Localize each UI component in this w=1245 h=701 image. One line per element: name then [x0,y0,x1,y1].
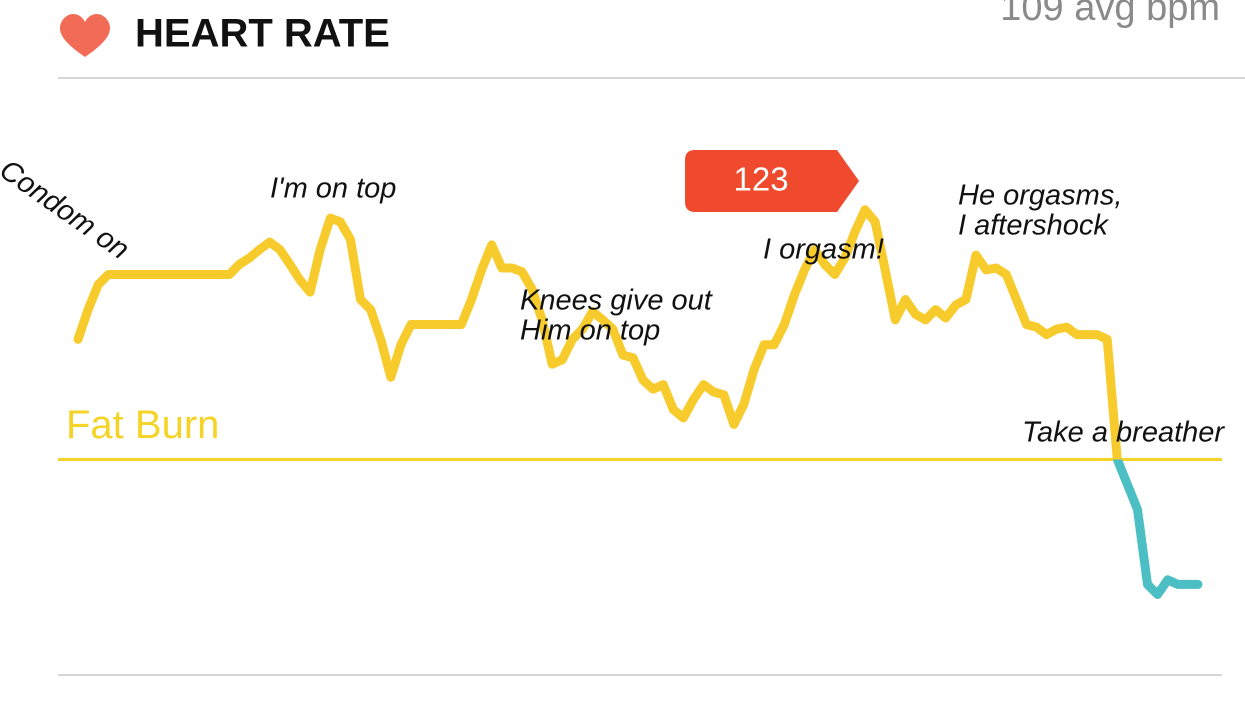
card-title: HEART RATE [135,12,390,56]
annotation: He orgasms, [958,180,1122,212]
average-label: 109 avg bpm [1000,0,1220,29]
annotation: I aftershock [958,210,1109,242]
annotation: Take a breather [1022,417,1225,449]
annotation: I'm on top [270,173,396,205]
annotation: I orgasm! [763,234,884,266]
peak-label: 123 [733,161,788,198]
annotation: Knees give out [520,285,714,317]
peak-callout [685,150,860,212]
heart-icon [59,13,111,57]
annotation: Condom on [0,154,135,266]
annotation: Him on top [520,315,660,347]
threshold-label: Fat Burn [66,403,219,447]
heart-rate-line [73,205,1203,599]
